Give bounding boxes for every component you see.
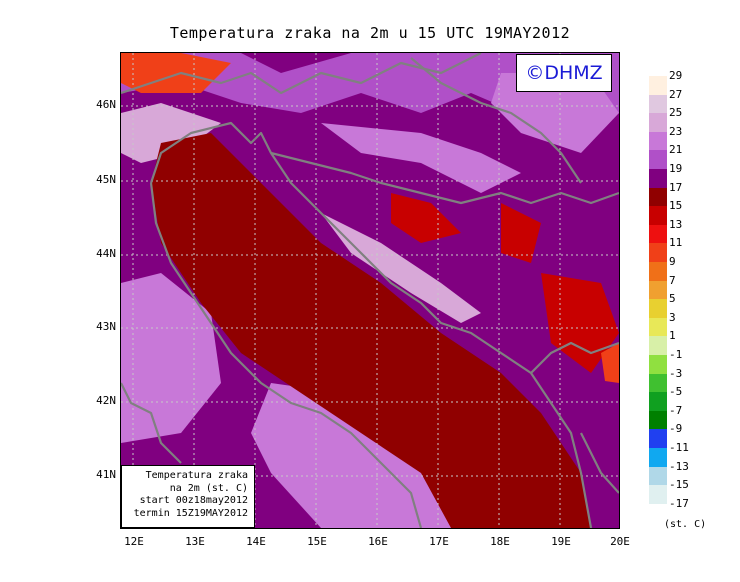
legend-label: 17	[669, 180, 683, 194]
legend-label: -9	[669, 422, 683, 436]
lon-label-18e: 18E	[490, 535, 510, 548]
info-line-1: Temperatura zraka	[145, 470, 248, 481]
legend-swatch	[649, 76, 667, 95]
legend-swatch	[649, 262, 667, 281]
dhmz-logo: ©DHMZ	[516, 54, 612, 92]
legend-swatch	[649, 150, 667, 170]
legend-label: -5	[669, 385, 683, 399]
legend-swatch	[649, 485, 667, 505]
lat-label-45n: 45N	[96, 173, 116, 186]
legend-swatch	[649, 243, 667, 263]
lon-label-16e: 16E	[368, 535, 388, 548]
adriatic-sea	[151, 133, 591, 528]
legend-swatch	[649, 206, 667, 226]
hot-zone-coast	[321, 213, 481, 323]
legend-label: 7	[669, 273, 676, 287]
legend-label: 25	[669, 106, 683, 120]
legend-label: 27	[669, 87, 683, 101]
legend-label: -15	[669, 478, 689, 492]
legend-swatch	[649, 429, 667, 449]
legend-label: 13	[669, 217, 683, 231]
lat-label-43n: 43N	[96, 320, 116, 333]
legend-swatch	[649, 503, 667, 523]
info-line-2: na 2m (st. C)	[169, 482, 248, 494]
warm-zone-inland	[321, 123, 521, 193]
temperature-field	[121, 53, 619, 528]
legend-swatch	[649, 355, 667, 374]
legend-swatch	[649, 94, 667, 114]
legend-label: 15	[669, 199, 683, 213]
legend-label: -1	[669, 348, 683, 361]
legend-label: 29	[669, 69, 683, 82]
legend-swatch	[649, 113, 667, 133]
legend-label: 1	[669, 329, 676, 343]
lon-label-17e: 17E	[429, 535, 449, 548]
orange-patch-east	[601, 343, 619, 383]
legend-swatch	[649, 466, 667, 486]
hot-zone-northwest	[121, 103, 221, 163]
legend-label: -11	[669, 441, 689, 454]
legend-swatch	[649, 169, 667, 188]
temperature-map	[120, 52, 620, 529]
legend-label: 3	[669, 310, 676, 324]
legend-swatch	[649, 317, 667, 337]
legend-swatch	[649, 299, 667, 319]
legend-swatch	[649, 187, 667, 207]
lon-label-13e: 13E	[185, 535, 205, 548]
coastlines	[121, 53, 619, 528]
graticule	[121, 53, 619, 528]
legend-label: 23	[669, 124, 683, 138]
legend-swatch	[649, 448, 667, 467]
legend-swatch	[649, 392, 667, 412]
lon-label-12e: 12E	[124, 535, 144, 548]
warm-zone-italy	[121, 273, 221, 443]
legend-label: -17	[669, 496, 689, 510]
legend-label: -3	[669, 366, 683, 380]
map-title: Temperatura zraka na 2m u 15 UTC 19MAY20…	[169, 24, 571, 42]
lat-label-46n: 46N	[96, 98, 116, 111]
lon-label-15e: 15E	[307, 535, 327, 548]
lat-label-41n: 41N	[96, 468, 116, 481]
lon-label-14e: 14E	[246, 535, 266, 548]
legend-swatch	[649, 224, 667, 244]
legend-label: 5	[669, 292, 676, 306]
lon-label-19e: 19E	[551, 535, 571, 548]
legend-swatch	[649, 280, 667, 300]
lat-label-42n: 42N	[96, 394, 116, 407]
warm-zone-north	[121, 53, 619, 123]
warm-zone-east	[491, 73, 619, 153]
legend-label: 21	[669, 143, 683, 157]
legend-swatch	[649, 410, 667, 430]
legend-label: 9	[669, 255, 676, 268]
info-box: Temperatura zraka na 2m (st. C) start 00…	[121, 465, 255, 528]
legend-swatch	[649, 373, 667, 393]
legend-label: -7	[669, 403, 683, 417]
lon-label-20e: 20E	[610, 535, 630, 548]
legend-swatch	[649, 336, 667, 356]
legend-label: -13	[669, 459, 689, 473]
legend-unit: (st. C)	[664, 519, 707, 530]
red-patch-2	[501, 203, 541, 263]
red-patch-1	[391, 193, 461, 243]
legend-swatch	[649, 131, 667, 151]
lat-label-44n: 44N	[96, 247, 116, 260]
info-line-3: start 00z18may2012	[139, 495, 248, 506]
legend-label: 11	[669, 236, 683, 250]
info-line-4: termin 15Z19MAY2012	[133, 507, 248, 519]
legend-label: 19	[669, 162, 683, 175]
